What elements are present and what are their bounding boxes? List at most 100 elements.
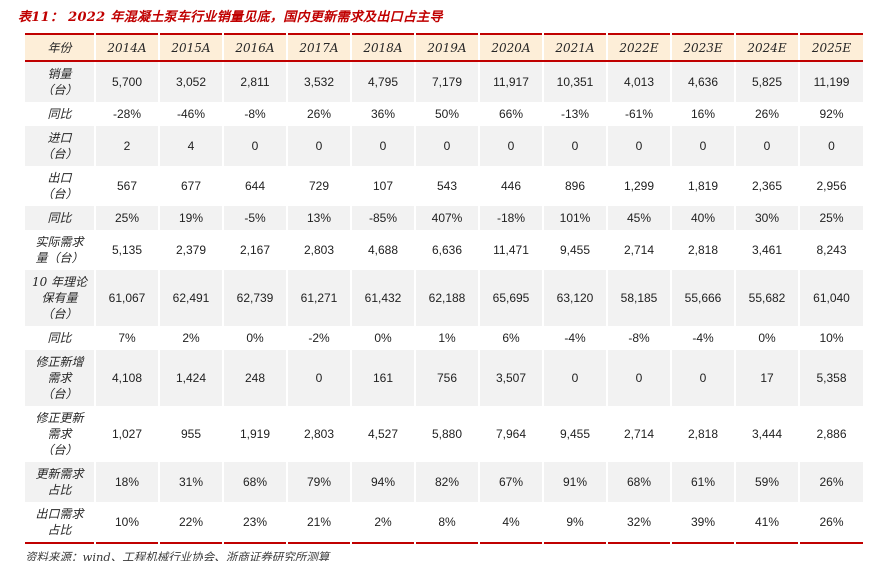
row-label: 出口需求 占比: [35, 507, 84, 537]
table-cell: 446: [478, 166, 543, 206]
column-header-2020A: 2020A: [478, 34, 543, 62]
table-row: 销量 （台） 5,700 3,052 2,811 3,532 4,795 7,179 11,9…: [25, 61, 863, 102]
table-cell: 1,299: [606, 166, 671, 206]
table-cell: 61,067: [94, 270, 159, 326]
table-cell: 23%: [222, 502, 287, 543]
column-header-2025E: 2025E: [798, 34, 863, 62]
table-cell: 2,818: [670, 406, 735, 462]
table-cell: 18%: [94, 462, 159, 502]
table-row: 出口 （台） 567 677 644 729 107 543 446 896 1,299 1,819…: [25, 166, 863, 206]
table-cell: 16%: [670, 102, 735, 126]
table-cell: 7,964: [478, 406, 543, 462]
table-cell: 5,825: [734, 61, 799, 102]
table-cell: 50%: [414, 102, 479, 126]
column-header-2015A: 2015A: [158, 34, 223, 62]
table-cell: 25%: [798, 206, 863, 230]
table-cell: 729: [286, 166, 351, 206]
row-label: 修正更新 需求 （台）: [35, 411, 84, 457]
table-cell: 41%: [734, 502, 799, 543]
table-cell: 2,167: [222, 230, 287, 270]
table-cell: 101%: [542, 206, 607, 230]
table-cell: 94%: [350, 462, 415, 502]
table-cell: 62,491: [158, 270, 223, 326]
table-cell: 896: [542, 166, 607, 206]
table-cell: 161: [350, 350, 415, 406]
table-cell: 62,188: [414, 270, 479, 326]
row-label: 更新需求 占比: [25, 462, 95, 502]
source-note: 资料来源：wind、工程机械行业协会、浙商证券研究所测算: [25, 550, 330, 561]
table-cell: 65,695: [478, 270, 543, 326]
table-cell: 26%: [798, 462, 863, 502]
row-label: 10 年理论 保有量 （台）: [25, 270, 95, 326]
table-cell: 2,811: [222, 61, 287, 102]
table-row: 实际需求 量（台） 5,135 2,379 2,167 2,803 4,688 6,636 1…: [25, 230, 863, 270]
table-cell: 4,688: [350, 230, 415, 270]
table-cell: 45%: [606, 206, 671, 230]
table-cell: 25%: [94, 206, 159, 230]
table-cell: 2,803: [286, 406, 351, 462]
table-cell: -5%: [222, 206, 287, 230]
table-cell: 6%: [478, 326, 543, 350]
column-header-2022E: 2022E: [606, 34, 671, 62]
table-cell: 17: [734, 350, 799, 406]
table-row: 同比 7% 2% 0% -2% 0% 1% 6% -4% -8% -4% 0% 10%: [25, 326, 863, 350]
table-cell: 55,682: [734, 270, 799, 326]
table-cell: 5,135: [94, 230, 159, 270]
table-cell: 32%: [606, 502, 671, 543]
table-cell: -18%: [478, 206, 543, 230]
row-label: 同比: [25, 206, 95, 230]
table-body: 销量 （台） 5,700 3,052 2,811 3,532 4,795 7,179 11,9…: [25, 61, 863, 543]
table-cell: 4,795: [350, 61, 415, 102]
table-cell: 7%: [94, 326, 159, 350]
table-cell: 59%: [734, 462, 799, 502]
table-cell: 26%: [798, 502, 863, 543]
table-cell: -8%: [606, 326, 671, 350]
table-cell: 1,919: [222, 406, 287, 462]
table-cell: 0%: [350, 326, 415, 350]
column-header-2024E: 2024E: [734, 34, 799, 62]
column-header-2017A: 2017A: [286, 34, 351, 62]
table-cell: 1,027: [94, 406, 159, 462]
table-cell: 756: [414, 350, 479, 406]
table-cell: -46%: [158, 102, 223, 126]
header-row: 年份 2014A 2015A 2016A 2017A 2018A 2019A 2020A 202…: [25, 34, 863, 62]
table-cell: -28%: [94, 102, 159, 126]
table-cell: 4: [158, 126, 223, 166]
column-header-2021A: 2021A: [542, 34, 607, 62]
table-cell: 0: [222, 126, 287, 166]
table-cell: 3,052: [158, 61, 223, 102]
table-cell: 2,379: [158, 230, 223, 270]
table-cell: 4,636: [670, 61, 735, 102]
row-label: 出口 （台）: [41, 171, 78, 201]
table-cell: 2%: [350, 502, 415, 543]
table-row: 进口 （台） 2 4 0 0 0 0 0 0 0 0 0 0: [25, 126, 863, 166]
table-cell: 26%: [286, 102, 351, 126]
table-cell: 58,185: [606, 270, 671, 326]
table-cell: 5,880: [414, 406, 479, 462]
table-cell: 2: [94, 126, 159, 166]
column-header-2014A: 2014A: [94, 34, 159, 62]
table-cell: 4,527: [350, 406, 415, 462]
table-cell: 0%: [734, 326, 799, 350]
table-cell: 26%: [734, 102, 799, 126]
table-row: 同比 -28% -46% -8% 26% 36% 50% 66% -13% -61% 16% 26% 9…: [25, 102, 863, 126]
row-label: 同比: [47, 331, 72, 345]
table-row: 10 年理论 保有量 （台） 61,067 62,491 62,739 61,271 61…: [25, 270, 863, 326]
table-title: 表11： 2022 年混凝土泵车行业销量见底，国内更新需求及出口占主导: [18, 10, 443, 25]
table-cell: 68%: [606, 462, 671, 502]
table-cell: 40%: [670, 206, 735, 230]
column-header-2019A: 2019A: [414, 34, 479, 62]
table-row: 同比 25% 19% -5% 13% -85% 407% -18% 101% 45% 40% 30% 2…: [25, 206, 863, 230]
table-cell: 4,108: [94, 350, 159, 406]
table-cell: 36%: [350, 102, 415, 126]
table-cell: 4,013: [606, 61, 671, 102]
table-cell: 62,739: [222, 270, 287, 326]
table-cell: 11,199: [798, 61, 863, 102]
pump-truck-sales-table: 年份 2014A 2015A 2016A 2017A 2018A 2019A 2020A 202…: [25, 33, 863, 544]
table-row: 更新需求 占比 18% 31% 68% 79% 94% 82% 67% 91% 68% 61% 59%…: [25, 462, 863, 502]
table-cell: 0: [670, 126, 735, 166]
table-cell: 0: [606, 126, 671, 166]
row-label: 进口 （台）: [25, 126, 95, 166]
table-cell: 11,917: [478, 61, 543, 102]
